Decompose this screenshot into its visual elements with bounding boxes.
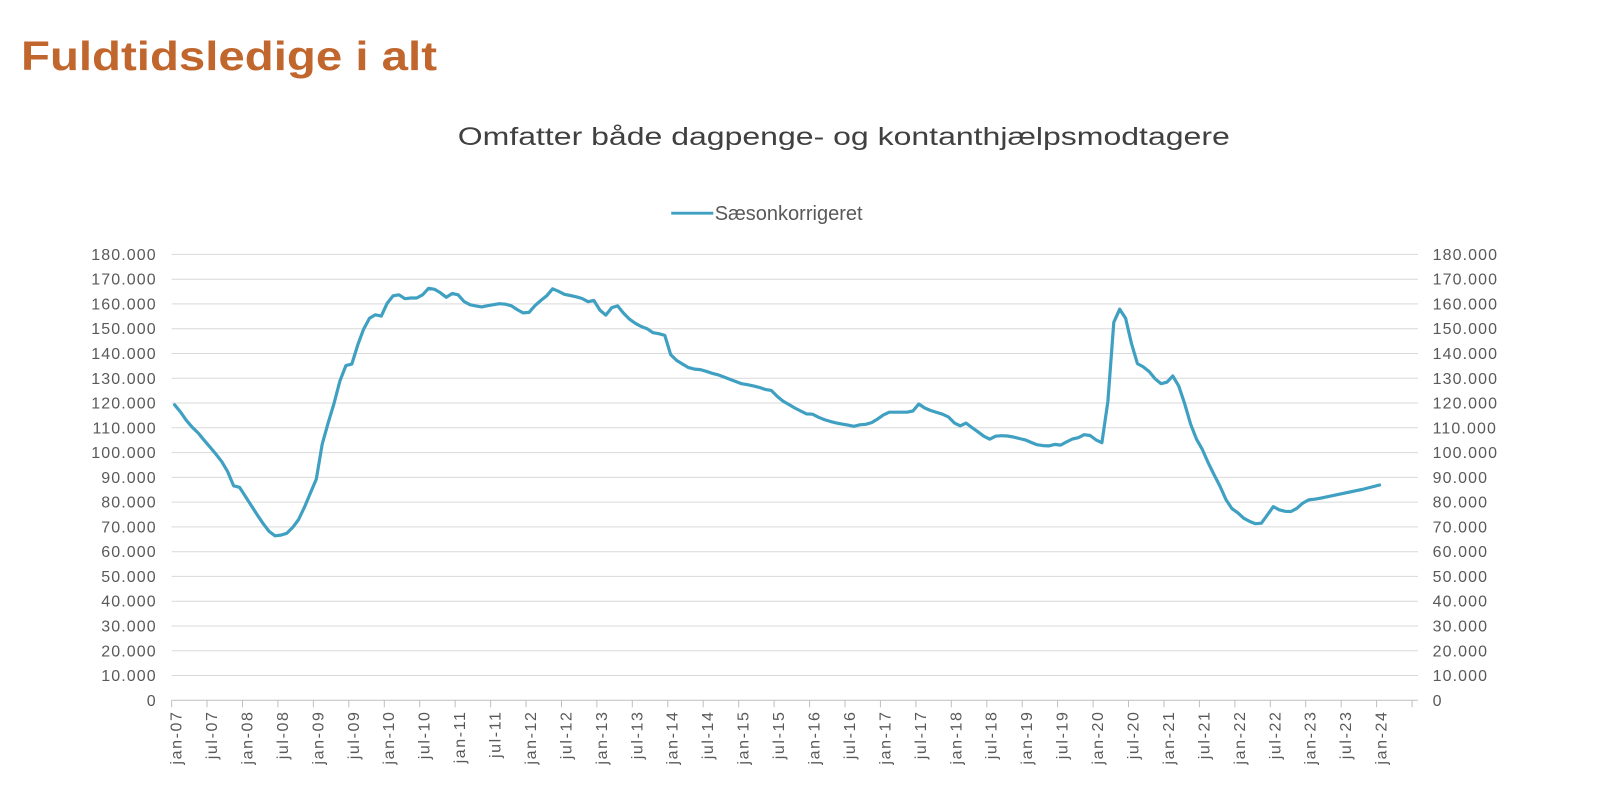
svg-text:jan-07: jan-07 (169, 711, 186, 766)
svg-text:jan-08: jan-08 (239, 711, 256, 766)
svg-text:jan-24: jan-24 (1374, 711, 1391, 766)
svg-text:120.000: 120.000 (1433, 396, 1499, 413)
svg-text:160.000: 160.000 (91, 296, 157, 313)
svg-text:140.000: 140.000 (1433, 346, 1499, 363)
svg-text:jul-08: jul-08 (275, 711, 292, 761)
svg-text:jul-11: jul-11 (488, 711, 505, 760)
svg-text:60.000: 60.000 (1433, 544, 1489, 561)
svg-text:150.000: 150.000 (91, 321, 157, 338)
svg-text:jan-21: jan-21 (1161, 711, 1178, 766)
svg-text:170.000: 170.000 (91, 272, 157, 289)
svg-text:jul-20: jul-20 (1126, 711, 1143, 761)
svg-text:jan-14: jan-14 (665, 711, 682, 766)
svg-text:jan-18: jan-18 (948, 711, 965, 766)
svg-text:50.000: 50.000 (101, 569, 157, 586)
svg-text:0: 0 (147, 693, 157, 710)
svg-text:40.000: 40.000 (101, 594, 157, 611)
svg-text:120.000: 120.000 (91, 396, 157, 413)
svg-text:Sæsonkorrigeret: Sæsonkorrigeret (715, 203, 863, 225)
svg-text:jan-20: jan-20 (1090, 711, 1107, 766)
svg-text:180.000: 180.000 (91, 247, 157, 264)
svg-text:0: 0 (1433, 693, 1443, 710)
svg-text:60.000: 60.000 (101, 544, 157, 561)
svg-text:jan-23: jan-23 (1303, 711, 1320, 766)
svg-text:jul-16: jul-16 (842, 711, 859, 761)
svg-text:160.000: 160.000 (1433, 296, 1499, 313)
svg-text:jan-22: jan-22 (1232, 711, 1249, 766)
svg-text:jul-12: jul-12 (558, 711, 575, 761)
svg-text:jul-23: jul-23 (1338, 711, 1355, 761)
svg-text:jul-17: jul-17 (913, 711, 930, 761)
svg-text:80.000: 80.000 (1433, 495, 1489, 512)
svg-text:20.000: 20.000 (1433, 643, 1489, 660)
svg-text:jan-17: jan-17 (877, 711, 894, 766)
svg-text:110.000: 110.000 (1433, 420, 1497, 437)
svg-text:180.000: 180.000 (1433, 247, 1499, 264)
svg-text:jul-14: jul-14 (700, 711, 717, 761)
svg-text:30.000: 30.000 (1433, 619, 1489, 636)
svg-text:jan-12: jan-12 (523, 711, 540, 766)
svg-text:130.000: 130.000 (1433, 371, 1499, 388)
svg-text:10.000: 10.000 (101, 668, 157, 685)
svg-text:170.000: 170.000 (1433, 272, 1499, 289)
svg-text:jan-15: jan-15 (736, 711, 753, 766)
svg-text:10.000: 10.000 (1433, 668, 1489, 685)
svg-text:jul-13: jul-13 (629, 711, 646, 761)
svg-text:jul-15: jul-15 (771, 711, 788, 761)
svg-text:30.000: 30.000 (101, 619, 157, 636)
svg-text:jan-09: jan-09 (310, 711, 327, 766)
svg-text:jan-13: jan-13 (594, 711, 611, 766)
svg-text:jan-10: jan-10 (381, 711, 398, 766)
svg-text:jul-09: jul-09 (346, 711, 363, 761)
svg-text:jul-07: jul-07 (204, 711, 221, 761)
svg-text:Omfatter både dagpenge- og kon: Omfatter både dagpenge- og kontanthjælps… (458, 123, 1230, 151)
svg-text:40.000: 40.000 (1433, 594, 1489, 611)
svg-text:jul-19: jul-19 (1055, 711, 1072, 761)
svg-text:50.000: 50.000 (1433, 569, 1489, 586)
svg-text:Fuldtidsledige i alt: Fuldtidsledige i alt (21, 33, 437, 79)
svg-text:110.000: 110.000 (92, 420, 156, 437)
svg-text:90.000: 90.000 (1433, 470, 1489, 487)
svg-text:140.000: 140.000 (91, 346, 157, 363)
svg-text:jul-22: jul-22 (1267, 711, 1284, 761)
svg-text:70.000: 70.000 (101, 519, 157, 536)
svg-text:jul-21: jul-21 (1196, 711, 1213, 761)
svg-text:jan-19: jan-19 (1019, 711, 1036, 766)
svg-text:20.000: 20.000 (101, 643, 157, 660)
svg-text:90.000: 90.000 (101, 470, 157, 487)
svg-text:jul-18: jul-18 (984, 711, 1001, 761)
svg-text:jan-16: jan-16 (807, 711, 824, 766)
svg-text:130.000: 130.000 (91, 371, 157, 388)
svg-text:jan-11: jan-11 (452, 711, 469, 765)
svg-text:jul-10: jul-10 (417, 711, 434, 761)
svg-text:80.000: 80.000 (101, 495, 157, 512)
svg-text:100.000: 100.000 (91, 445, 157, 462)
svg-text:100.000: 100.000 (1433, 445, 1499, 462)
svg-text:150.000: 150.000 (1433, 321, 1499, 338)
svg-text:70.000: 70.000 (1433, 519, 1489, 536)
